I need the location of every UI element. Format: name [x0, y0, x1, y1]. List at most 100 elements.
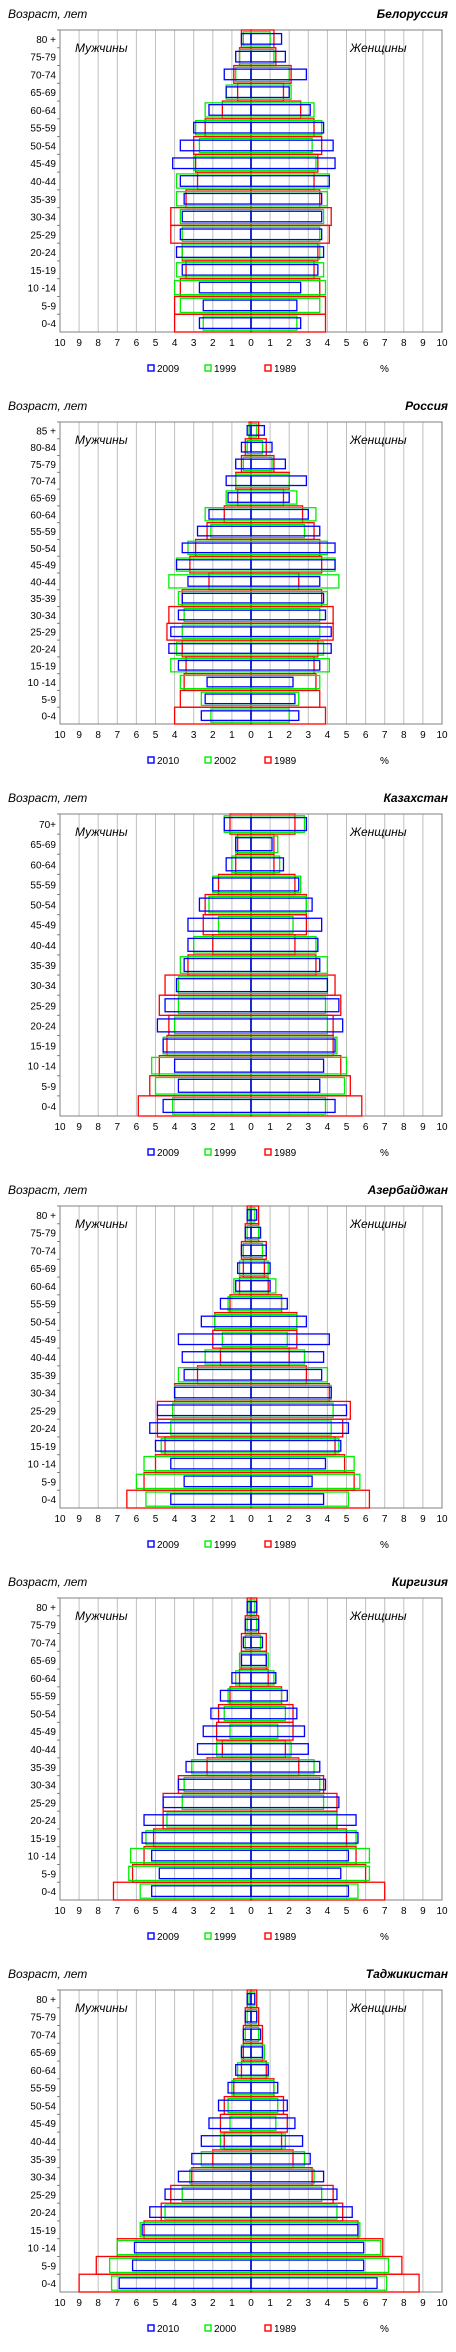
bar-female-2010 — [250, 659, 321, 671]
x-tick-label: 1 — [229, 730, 235, 741]
bar-female-1989 — [250, 1489, 371, 1509]
x-tick-label: 0 — [248, 1906, 254, 1917]
bar-male-2009 — [198, 317, 252, 330]
bar-male-1989 — [194, 153, 252, 173]
bar-male-2009 — [202, 299, 252, 312]
bar-male-1989 — [206, 1757, 252, 1777]
bar-female-2009 — [250, 1368, 323, 1381]
x-tick-label: 10 — [436, 1906, 448, 1917]
bar-male-1989 — [156, 1400, 252, 1420]
x-tick-label: 4 — [325, 2298, 331, 2309]
bar-male-2009 — [187, 937, 252, 952]
bar-male-1999 — [172, 1097, 252, 1115]
bar-female-2009 — [250, 86, 290, 99]
x-tick-label: 5 — [153, 1514, 159, 1525]
age-tick-label: 15-19 — [30, 1834, 56, 1845]
age-tick-label: 65-69 — [30, 494, 56, 505]
legend-swatch-1989 — [264, 364, 272, 372]
bar-male-1989 — [143, 1846, 252, 1866]
legend-label: 1989 — [274, 2324, 297, 2335]
age-tick-label: 20-24 — [30, 645, 56, 656]
age-tick-label: 25-29 — [30, 628, 56, 639]
age-tick-label: 60-64 — [30, 1282, 56, 1293]
bar-female-1989 — [250, 64, 292, 84]
bar-male-2010 — [181, 592, 252, 604]
bar-male-2009 — [151, 1885, 252, 1898]
bar-female-2009 — [250, 1098, 336, 1114]
bar-female-2010 — [250, 508, 309, 520]
bar-female-2009 — [250, 1244, 267, 1257]
bar-male-2010 — [131, 2259, 252, 2272]
bar-female-2010 — [250, 2277, 378, 2290]
x-tick-label: 6 — [363, 338, 369, 349]
age-tick-label: 5-9 — [42, 1477, 57, 1488]
age-tick-label: 40-44 — [30, 2137, 56, 2148]
bar-female-1989 — [250, 100, 302, 120]
legend-label: 2009 — [157, 1540, 180, 1551]
bar-male-1989 — [236, 488, 252, 507]
x-unit-label: % — [380, 364, 389, 375]
bar-female-2009 — [250, 1078, 321, 1093]
x-tick-label: 4 — [325, 730, 331, 741]
bar-male-1989 — [238, 47, 252, 67]
bar-female-1989 — [250, 1615, 260, 1635]
age-tick-label: 0-4 — [42, 712, 57, 723]
x-tick-label: 8 — [401, 1514, 407, 1525]
x-tick-label: 1 — [229, 1906, 235, 1917]
bar-male-2009 — [177, 1778, 252, 1791]
age-tick-label: 45-49 — [30, 921, 56, 932]
bar-female-1989 — [250, 1989, 258, 2009]
bar-male-2009 — [170, 1493, 252, 1506]
age-tick-label: 45-49 — [30, 1335, 56, 1346]
bar-female-2009 — [250, 1885, 350, 1898]
bar-female-1989 — [250, 1650, 267, 1670]
bar-female-2010 — [250, 475, 308, 487]
bar-female-2009 — [250, 210, 323, 223]
bar-female-2010 — [250, 2223, 359, 2236]
age-tick-label: 70+ — [39, 820, 56, 831]
bar-female-1989 — [250, 656, 315, 675]
x-tick-label: 2 — [286, 730, 292, 741]
bar-male-1989 — [131, 1863, 252, 1883]
bar-female-1999 — [250, 996, 327, 1015]
x-tick-label: 6 — [134, 730, 140, 741]
age-tick-label: 20-24 — [30, 1816, 56, 1827]
x-tick-label: 4 — [172, 730, 178, 741]
age-tick-label: 60-64 — [30, 510, 56, 521]
bar-male-1989 — [235, 471, 252, 490]
bar-female-1989 — [250, 1686, 283, 1706]
age-tick-label: 80 + — [36, 1995, 56, 2006]
bar-female-1989 — [250, 1365, 308, 1385]
bar-male-1989 — [242, 2042, 252, 2062]
bar-female-2010 — [250, 525, 321, 537]
bar-male-2009 — [158, 1867, 252, 1880]
male-label: Мужчины — [75, 41, 128, 55]
age-tick-label: 30-34 — [30, 981, 56, 992]
bar-female-1989 — [250, 2255, 403, 2275]
bar-female-2010 — [250, 693, 296, 705]
bar-male-2009 — [235, 1280, 252, 1292]
bar-female-2009 — [250, 1849, 350, 1862]
x-tick-label: 2 — [210, 1122, 216, 1133]
age-tick-label: 35-39 — [30, 594, 56, 605]
age-tick-label: 65-69 — [30, 88, 56, 99]
bar-male-1989 — [189, 555, 252, 574]
bar-female-1989 — [250, 1881, 386, 1901]
x-tick-label: 9 — [76, 1906, 82, 1917]
age-tick-label: 40-44 — [30, 1745, 56, 1756]
legend-swatch-1999 — [204, 1148, 212, 1156]
bar-female-1989 — [250, 1739, 287, 1759]
bar-female-2010 — [250, 2117, 296, 2130]
x-tick-label: 9 — [420, 1122, 426, 1133]
legend-swatch-1999 — [204, 1540, 212, 1548]
bar-female-2010 — [250, 2028, 262, 2041]
bar-female-1989 — [250, 1810, 338, 1830]
legend-label: 2010 — [157, 2324, 180, 2335]
legend-swatch-2009 — [147, 1540, 155, 1548]
bar-female-1989 — [250, 1774, 325, 1795]
bar-female-2009 — [250, 1707, 298, 1720]
bar-male-1989 — [162, 1792, 252, 1812]
x-tick-label: 9 — [420, 338, 426, 349]
bar-male-1989 — [196, 171, 252, 191]
age-tick-label: 35-39 — [30, 2155, 56, 2166]
